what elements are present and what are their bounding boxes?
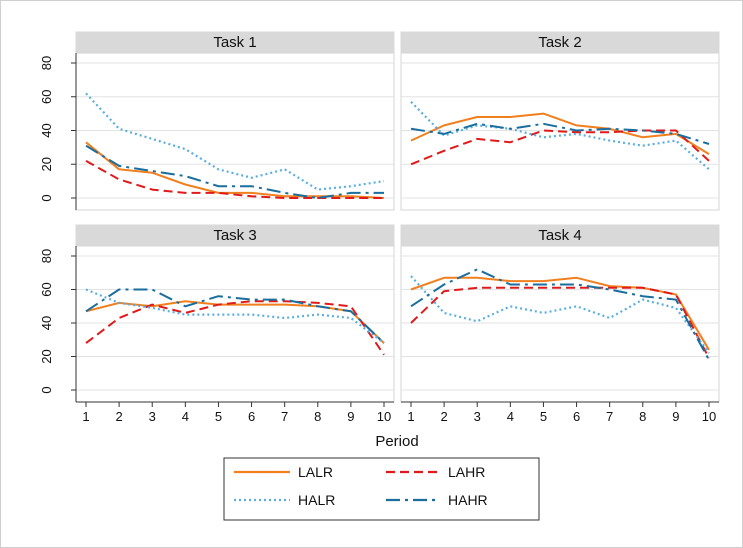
series-line-halr: [410, 275, 710, 354]
x-tick-label: 10: [377, 409, 391, 424]
legend-label-halr: HALR: [298, 492, 335, 508]
x-tick-label: 9: [672, 409, 679, 424]
legend: LALR LAHR HALR HAHR: [223, 457, 540, 521]
plot-area: [75, 52, 395, 211]
y-tick-label: 20: [39, 349, 54, 363]
legend-label-lahr: LAHR: [448, 464, 485, 480]
series-line-lahr: [410, 129, 710, 166]
y-tick-label: 80: [39, 249, 54, 263]
panel-3: Task 300202040406060808012345678910: [39, 224, 395, 424]
plot-area: [400, 245, 720, 403]
series-line-lalr: [410, 112, 710, 155]
x-axis-title: Period: [375, 433, 418, 450]
x-tick-label: 5: [215, 409, 222, 424]
y-tick-label: 40: [39, 123, 54, 137]
x-tick-label: 9: [347, 409, 354, 424]
series-line-hahr: [85, 288, 385, 344]
series-line-hahr: [410, 122, 710, 145]
series-line-halr: [85, 92, 385, 191]
series-line-lahr: [85, 160, 384, 199]
x-tick-label: 4: [507, 409, 514, 424]
series-line-hahr: [85, 144, 384, 199]
x-tick-label: 7: [281, 409, 288, 424]
legend-box: [223, 457, 540, 521]
series-line-lalr: [85, 300, 385, 344]
legend-label-hahr: HAHR: [448, 492, 488, 508]
panel-4: Task 4 1 2 3 4 5 6 7 8 9 10: [400, 224, 720, 424]
x-tick-label: 1: [82, 409, 89, 424]
panel-title: Task 3: [213, 227, 256, 244]
y-tick-label: 40: [39, 316, 54, 330]
panel-title: Task 4: [538, 227, 581, 244]
series-line-lahr: [85, 300, 385, 356]
series-line-lahr: [410, 286, 710, 359]
legend-label-lalr: LALR: [298, 464, 333, 480]
panel-title: Task 2: [538, 34, 581, 51]
x-tick-label: 2: [115, 409, 122, 424]
plot-area: [75, 245, 395, 403]
x-tick-label: 3: [149, 409, 156, 424]
series-line-halr: [410, 101, 710, 171]
panel-1: Task 1002020404060608080: [39, 31, 395, 211]
x-tick-label: 7: [606, 409, 613, 424]
panel-2: Task 2: [400, 31, 720, 211]
series-line-hahr: [410, 268, 710, 361]
y-tick-label: 0: [39, 194, 54, 201]
x-tick-label: 4: [182, 409, 189, 424]
y-tick-label: 80: [39, 56, 54, 70]
x-tick-label: 10: [702, 409, 716, 424]
panel-title: Task 1: [213, 34, 256, 51]
x-tick-label: 1: [407, 409, 414, 424]
x-tick-label: 8: [639, 409, 646, 424]
x-tick-label: 6: [248, 409, 255, 424]
x-tick-label: 6: [573, 409, 580, 424]
y-tick-label: 0: [39, 386, 54, 393]
y-tick-label: 60: [39, 90, 54, 104]
y-tick-label: 60: [39, 282, 54, 296]
x-tick-label: 2: [440, 409, 447, 424]
x-tick-label: 3: [474, 409, 481, 424]
y-tick-label: 20: [39, 157, 54, 171]
series-line-lalr: [85, 141, 385, 199]
x-tick-label: 8: [314, 409, 321, 424]
x-tick-label: 5: [540, 409, 547, 424]
